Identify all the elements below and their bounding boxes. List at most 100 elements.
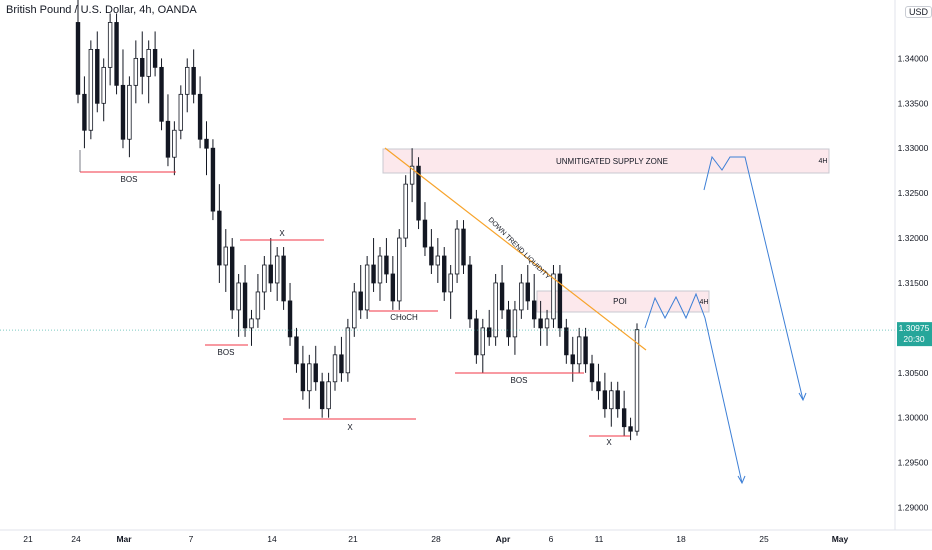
candle-body (178, 93, 184, 131)
annotations: BOS BOS X X CHoCH BOS X UNMITIGATED SUPP… (79, 147, 828, 485)
candle-body (461, 228, 466, 266)
x-tick-label: Apr (496, 534, 511, 544)
candle-body (596, 381, 601, 392)
candle-body (602, 390, 608, 410)
candle-body (628, 426, 633, 432)
annotations-zones (382, 148, 830, 313)
candle-body (506, 309, 511, 338)
x-tick-label: 28 (431, 534, 441, 544)
price-badge-countdown: 20:30 (903, 334, 925, 344)
candle-body (564, 327, 569, 356)
x-tick-label: 18 (676, 534, 686, 544)
candle-body (454, 228, 460, 275)
candle-body (332, 354, 338, 383)
x-tick-label: 6 (549, 534, 554, 544)
candle-body (185, 66, 190, 95)
x-tick-label: 7 (189, 534, 194, 544)
x-2-label: X (347, 423, 353, 432)
candle-body (120, 84, 126, 140)
y-tick-label: 1.32000 (898, 233, 929, 243)
candle-body (621, 408, 627, 428)
candle-body (544, 318, 550, 329)
poi-label: POI (613, 297, 627, 306)
candle-body (191, 66, 196, 95)
candle-body (88, 49, 94, 131)
candle-body (307, 363, 312, 392)
candle-body (480, 327, 485, 356)
supply-zone-label: UNMITIGATED SUPPLY ZONE (556, 157, 668, 166)
candle-body (525, 282, 530, 302)
candle-body (223, 246, 228, 266)
candle-body (249, 318, 254, 329)
candle-body (255, 291, 261, 320)
candle-body (499, 282, 505, 311)
x-tick-label: 21 (23, 534, 33, 544)
candle-body (576, 336, 582, 365)
candle-body (114, 22, 119, 86)
candle-body (384, 255, 389, 275)
candle-body (583, 336, 588, 365)
candle-body (474, 318, 479, 356)
supply-zone-box (382, 148, 830, 174)
y-tick-label: 1.30000 (898, 413, 929, 423)
candle-body (429, 246, 434, 266)
y-tick-label: 1.34000 (898, 53, 929, 63)
candle-body (172, 129, 177, 158)
candle-body (557, 273, 563, 329)
candle-body (487, 327, 492, 338)
y-tick-label: 1.29500 (898, 458, 929, 468)
candle-body (287, 300, 293, 338)
candle-body (95, 49, 100, 104)
candle-body (570, 354, 575, 365)
bos-1-label: BOS (121, 175, 138, 184)
candle-body (165, 120, 171, 158)
projection-path-upper (703, 155, 804, 401)
candle-body (210, 147, 216, 212)
candle-body (294, 336, 299, 365)
candle-body (107, 22, 113, 68)
candle-body (262, 264, 267, 293)
candle-body (146, 49, 151, 77)
candle-body (313, 363, 318, 383)
supply-zone-timeframe: 4H (819, 158, 828, 165)
candle-body (551, 273, 556, 320)
candle-body (133, 57, 139, 86)
candle-body (377, 255, 383, 284)
currency-badge[interactable]: USD (905, 6, 932, 18)
bos-3-label: BOS (511, 376, 528, 385)
candle-body (435, 255, 441, 266)
poi-timeframe: 4H (700, 299, 709, 306)
y-tick-label: 1.31500 (898, 278, 929, 288)
candle-body (319, 381, 325, 410)
trendline-label: DOWN TREND LIQUIDITY (487, 216, 552, 281)
candle-body (442, 255, 447, 293)
candle-body (300, 363, 306, 392)
projection-path-lower (644, 292, 743, 484)
x-tick-label: 21 (348, 534, 358, 544)
candle-body (339, 354, 344, 374)
candle-body (152, 49, 158, 68)
candle-body (403, 183, 408, 239)
candle-body (609, 390, 614, 410)
chart-title: British Pound / U.S. Dollar, 4h, OANDA (6, 4, 197, 16)
candle-body (467, 264, 473, 320)
y-tick-label: 1.33500 (898, 98, 929, 108)
price-badge-value: 1.30975 (899, 323, 930, 333)
poi-zone-box (536, 290, 710, 313)
candle-body (589, 363, 595, 383)
x-tick-label: 11 (595, 534, 604, 544)
candle-body (274, 255, 280, 284)
candle-body (519, 282, 524, 311)
y-tick-label: 1.33000 (898, 143, 929, 153)
x-tick-label: 24 (71, 534, 81, 544)
candle-body (634, 329, 640, 432)
y-tick-label: 1.32500 (898, 188, 929, 198)
candle-body (140, 57, 145, 77)
candle-body (159, 66, 164, 122)
candle-body (326, 381, 331, 410)
candle-body (422, 219, 428, 248)
choch-label: CHoCH (390, 313, 418, 322)
x-1-label: X (279, 229, 285, 238)
